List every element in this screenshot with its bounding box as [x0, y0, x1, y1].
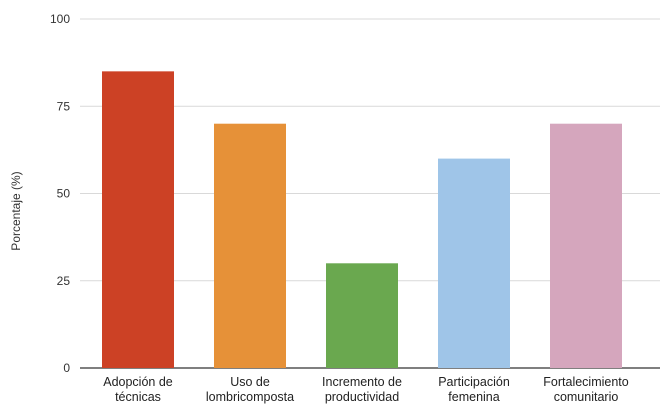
- x-axis-category-labels: Adopción de técnicas Uso de lombricomposta I…: [103, 375, 629, 404]
- x-category-label-line: comunitario: [554, 390, 619, 404]
- y-tick-label-75: 75: [57, 99, 71, 113]
- x-category-label-line: femenina: [448, 390, 499, 404]
- bar-2: [326, 263, 398, 368]
- x-category-label-line: Incremento de: [322, 375, 402, 389]
- y-tick-label-25: 25: [57, 274, 71, 288]
- y-axis-tick-labels: 0 25 50 75 100: [50, 12, 70, 375]
- x-category-label-line: Participación: [438, 375, 510, 389]
- bar-4: [550, 123, 622, 368]
- x-category-label-2: Incremento de productividad: [322, 375, 402, 404]
- y-tick-label-100: 100: [50, 12, 70, 26]
- x-category-label-line: productividad: [325, 390, 399, 404]
- y-axis-title: Porcentaje (%): [9, 171, 23, 250]
- x-category-label-line: técnicas: [115, 390, 161, 404]
- x-category-label-4: Fortalecimiento comunitario: [543, 375, 628, 404]
- bar-1: [214, 123, 286, 368]
- x-category-label-1: Uso de lombricomposta: [206, 375, 294, 404]
- x-category-label-line: Uso de: [230, 375, 270, 389]
- x-category-label-0: Adopción de técnicas: [103, 375, 173, 404]
- x-category-label-line: lombricomposta: [206, 390, 294, 404]
- bar-3: [438, 158, 510, 368]
- bar-0: [102, 71, 174, 368]
- x-category-label-3: Participación femenina: [438, 375, 510, 404]
- x-category-label-line: Fortalecimiento: [543, 375, 628, 389]
- y-tick-label-0: 0: [63, 361, 70, 375]
- x-category-label-line: Adopción de: [103, 375, 173, 389]
- bars: [102, 71, 622, 368]
- y-tick-label-50: 50: [57, 187, 71, 201]
